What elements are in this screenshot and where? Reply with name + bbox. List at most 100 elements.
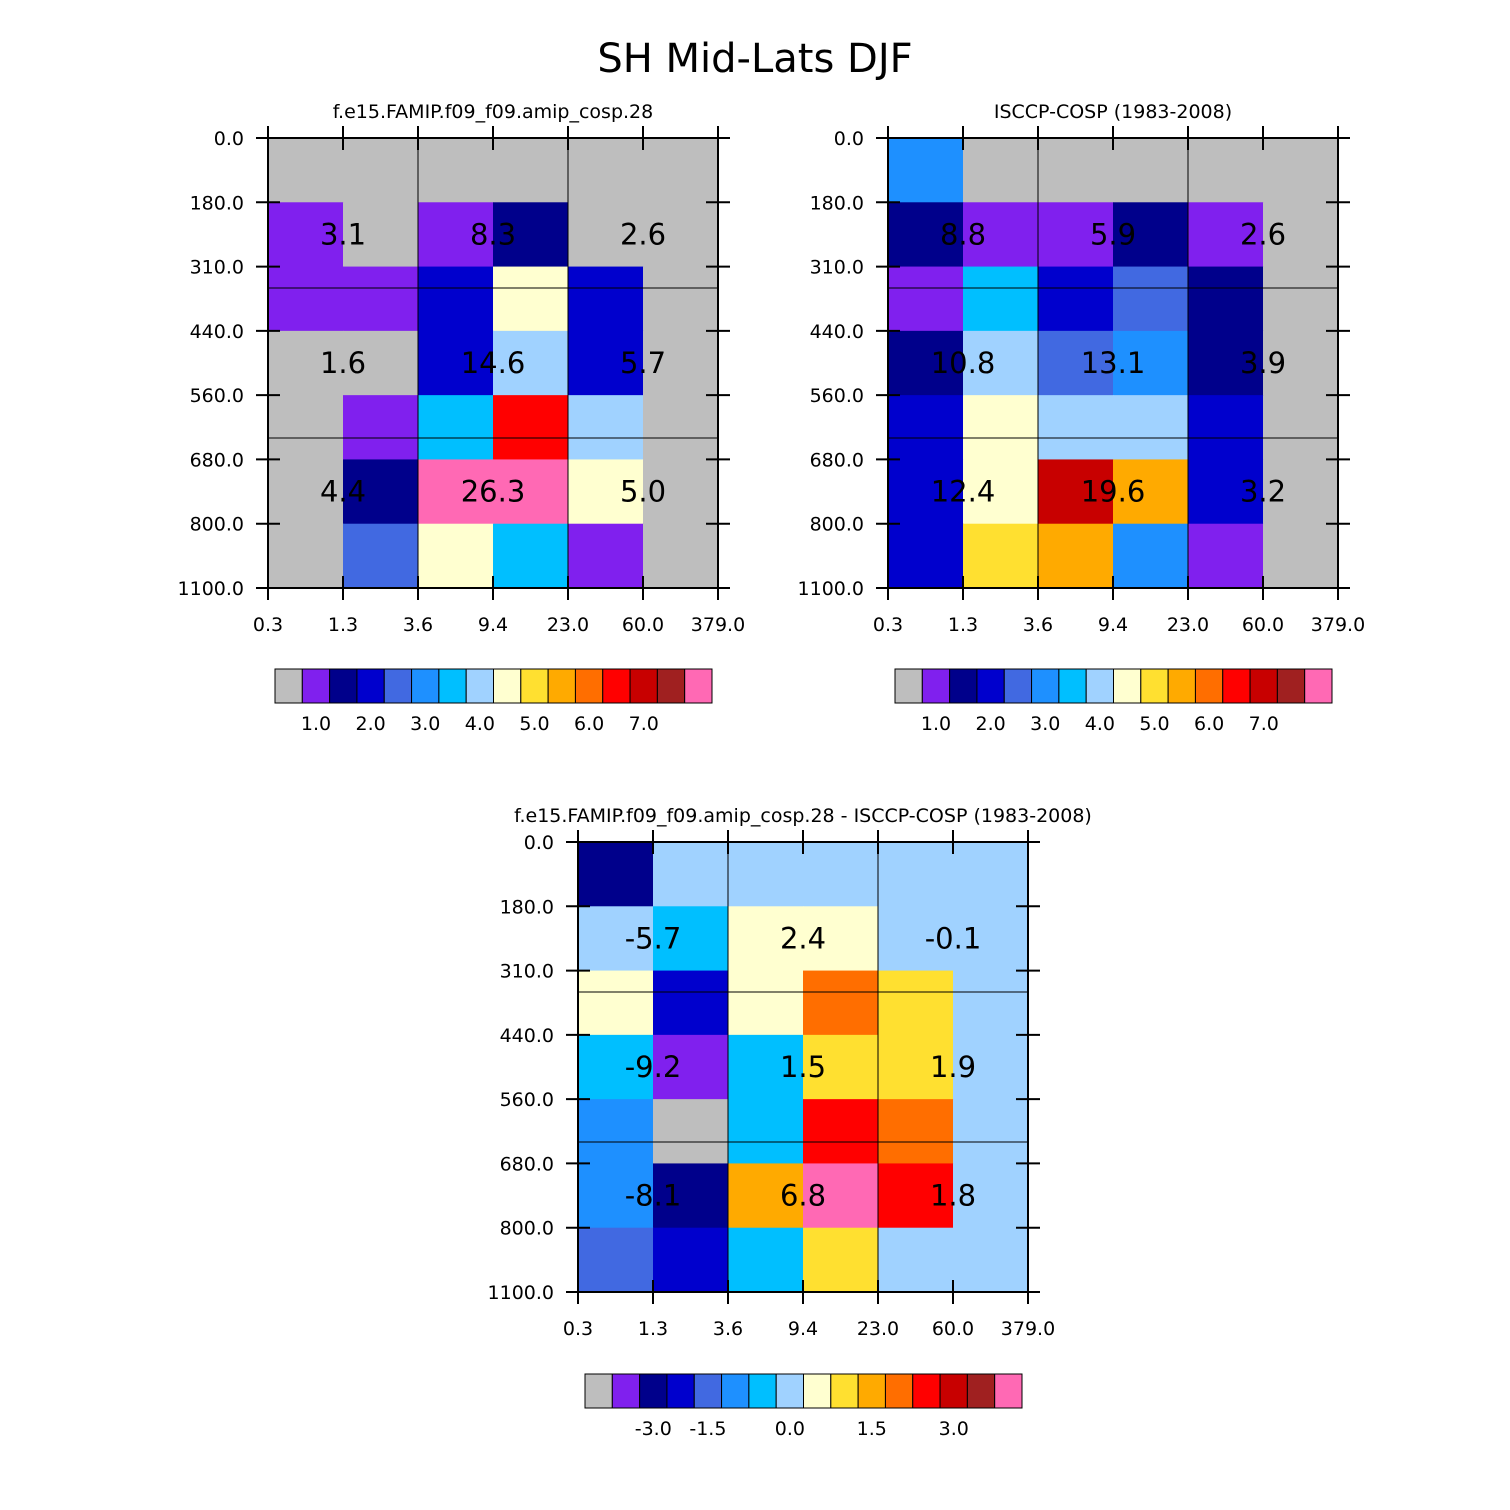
heatmap-cell [1263, 266, 1339, 332]
heatmap-cell [1038, 202, 1114, 268]
heatmap-cell [878, 1227, 954, 1293]
heatmap-cell [728, 1163, 804, 1229]
heatmap-cell [1038, 330, 1114, 396]
colorbar: 1.0 2.0 3.0 4.0 5.0 6.0 7.0 [894, 668, 1333, 735]
y-tick-label: 680.0 [190, 449, 244, 471]
heatmap-cell [418, 330, 494, 396]
colorbar-box [857, 1373, 886, 1409]
heatmap-cell [268, 523, 344, 589]
heatmap-cell [953, 842, 1029, 907]
y-tick-label: 440.0 [810, 321, 864, 343]
colorbar-label: 6.0 [574, 713, 604, 735]
group-value-label: 1.5 [780, 1050, 826, 1084]
colorbar-box [830, 1373, 859, 1409]
heatmap-cell [1188, 395, 1264, 460]
heatmap-cell [1113, 395, 1189, 460]
heatmap-cell [568, 138, 644, 203]
colorbar-label: -3.0 [635, 1418, 672, 1440]
heatmap-cell [653, 842, 729, 907]
y-tick-label: 0.0 [524, 832, 554, 854]
group-value-label: 8.3 [470, 217, 516, 251]
heatmap-cell [1263, 523, 1339, 589]
colorbar: -3.0 -1.5 0.0 1.5 3.0 [584, 1373, 1023, 1440]
x-tick-label: 3.6 [713, 1318, 743, 1340]
colorbar-label: 5.0 [519, 713, 549, 735]
colorbar-box [1194, 668, 1224, 704]
y-tick-label: 560.0 [810, 385, 864, 407]
heatmap-cell [643, 266, 719, 332]
colorbar-box [976, 668, 1005, 704]
colorbar-box [939, 1373, 968, 1409]
y-tick-label: 180.0 [190, 192, 244, 214]
group-value-label: -8.1 [625, 1179, 682, 1213]
heatmap-cell [493, 138, 569, 203]
group-value-label: 26.3 [461, 475, 526, 509]
colorbar-label: 7.0 [1249, 713, 1279, 735]
colorbar-box [1276, 668, 1306, 704]
heatmap-cell [418, 266, 494, 332]
heatmap-cell [963, 330, 1039, 396]
heatmap-cell [1188, 330, 1264, 396]
heatmap-cell [653, 1227, 729, 1293]
heatmap-cell [953, 1034, 1029, 1100]
heatmap-cell [343, 138, 419, 203]
colorbar-label: 1.0 [301, 713, 331, 735]
heatmap-cell [493, 523, 569, 589]
heatmap-cell [803, 970, 879, 1036]
x-tick-label: 1.3 [328, 614, 358, 636]
x-tick-label: 60.0 [932, 1318, 974, 1340]
heatmap-cell [1113, 459, 1189, 525]
heatmap-cell [1188, 138, 1264, 203]
heatmap-cell [888, 330, 964, 396]
colorbar-box [693, 1373, 723, 1409]
panel-model: f.e15.FAMIP.f09_f09.amip_cosp.28 3.1 8.3 2.… [178, 101, 746, 735]
heatmap-cell [953, 1099, 1029, 1164]
group-value-label: 19.6 [1081, 475, 1146, 509]
heatmap-cell [878, 1034, 954, 1100]
x-tick-label: 379.0 [1311, 614, 1365, 636]
y-tick-label: 310.0 [190, 257, 244, 279]
x-tick-label: 9.4 [788, 1318, 818, 1340]
heatmap-cell [878, 906, 954, 972]
group-value-label: 4.4 [320, 475, 366, 509]
y-tick-label: 680.0 [500, 1153, 554, 1175]
y-tick-label: 800.0 [810, 514, 864, 536]
heatmap-cell [963, 523, 1039, 589]
heatmap-cell [728, 1034, 804, 1100]
colorbar-box [629, 668, 658, 704]
colorbar-box [912, 1373, 941, 1409]
colorbar-box [1140, 668, 1169, 704]
heatmap-cell [343, 523, 419, 589]
colorbar-box [1222, 668, 1251, 704]
y-tick-label: 1100.0 [798, 578, 864, 600]
colorbar-box [884, 1373, 914, 1409]
colorbar-label: 3.0 [1030, 713, 1060, 735]
heatmap-cell [888, 459, 964, 525]
heatmap-cell [953, 1227, 1029, 1293]
group-value-label: -5.7 [625, 921, 682, 955]
panel-diff: f.e15.FAMIP.f09_f09.amip_cosp.28 - ISCCP… [488, 805, 1092, 1440]
x-tick-label: 0.3 [563, 1318, 593, 1340]
colorbar-box [274, 668, 303, 704]
colorbar-box [584, 1373, 613, 1409]
colorbar-box [493, 668, 522, 704]
heatmap-cell [1188, 202, 1264, 268]
heatmap-cell [493, 266, 569, 332]
heatmap-cell [878, 1099, 954, 1164]
heatmap-cell [1113, 266, 1189, 332]
panel-title: f.e15.FAMIP.f09_f09.amip_cosp.28 - ISCCP… [514, 805, 1092, 827]
group-value-label: 1.9 [930, 1050, 976, 1084]
panel-title: ISCCP-COSP (1983-2008) [994, 101, 1232, 123]
heatmap-cell [578, 1163, 654, 1229]
group-value-label: 5.0 [620, 475, 666, 509]
figure-title: SH Mid-Lats DJF [597, 36, 912, 82]
heatmap-cell [728, 1099, 804, 1164]
group-value-label: 3.2 [1240, 475, 1286, 509]
heatmap-cell [803, 1227, 879, 1293]
colorbar-label: 3.0 [939, 1418, 969, 1440]
colorbar-box [721, 1373, 750, 1409]
heatmap-cell [643, 459, 719, 525]
heatmap-cell [963, 266, 1039, 332]
heatmap-cell [653, 970, 729, 1036]
y-tick-label: 560.0 [190, 385, 244, 407]
